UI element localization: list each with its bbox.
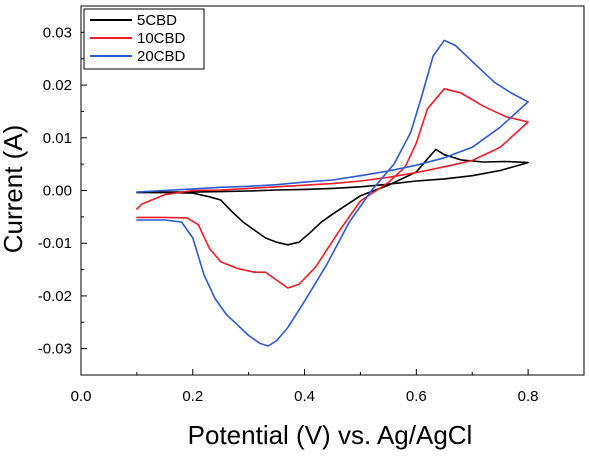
legend-label-10cbd: 10CBD (137, 30, 186, 47)
x-tick-label: 0.8 (518, 388, 539, 405)
legend-label-20cbd: 20CBD (137, 48, 186, 65)
y-tick-label: -0.01 (38, 235, 72, 252)
axis-tick-labels: 0.0 0.2 0.4 0.6 0.8 -0.03 -0.02 -0.01 0.00 0.01 0.… (38, 24, 539, 405)
legend-label-5cbd: 5CBD (137, 12, 177, 29)
y-tick-label: -0.02 (38, 288, 72, 305)
y-tick-label: 0.01 (43, 130, 72, 147)
series-layer (136, 39, 529, 347)
y-tick-label: 0.02 (43, 77, 72, 94)
y-tick-label: -0.03 (38, 341, 72, 358)
y-tick-label: 0.00 (43, 183, 72, 200)
series-line-10cbd (136, 88, 529, 289)
x-axis-label: Potential (V) vs. Ag/AgCl (188, 420, 473, 450)
x-tick-label: 0.2 (182, 388, 203, 405)
axis-ticks (80, 5, 529, 376)
x-tick-label: 0.4 (294, 388, 315, 405)
x-tick-label: 0.0 (71, 388, 92, 405)
series-line-20cbd (136, 39, 529, 347)
y-tick-label: 0.03 (43, 24, 72, 41)
series-line-5cbd (136, 148, 529, 246)
x-tick-label: 0.6 (406, 388, 427, 405)
y-axis-label: Current (A) (0, 125, 28, 254)
